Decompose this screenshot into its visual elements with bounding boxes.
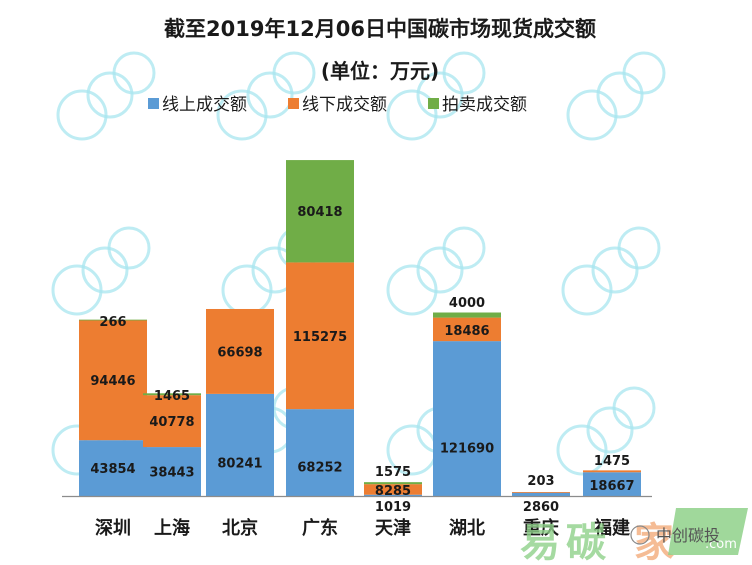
data-labels-layer: 43854 94446 266 38443 40778 1465 80241 66698 682… xyxy=(90,205,634,515)
data-label-online: 121690 xyxy=(440,442,494,457)
category-label: 湖北 xyxy=(449,518,485,539)
data-label-online: 2860 xyxy=(523,500,559,515)
bar-online xyxy=(583,472,641,496)
site-watermark: 易碳家 .com中创碳投 xyxy=(520,508,748,565)
bar-online xyxy=(143,447,201,496)
legend-label-auction: 拍卖成交额 xyxy=(442,95,527,115)
bar-online xyxy=(286,409,354,496)
data-label-auction: 1465 xyxy=(154,389,190,404)
watermark-char: 碳 xyxy=(566,520,607,565)
data-label-online: 1019 xyxy=(375,500,411,515)
legend-swatch-online xyxy=(148,98,159,109)
bar-offline xyxy=(206,308,274,394)
bar-offline xyxy=(433,317,501,342)
legend-item-auction[interactable]: 拍卖成交额 xyxy=(428,95,527,115)
data-label-auction: 266 xyxy=(99,315,126,330)
bar-online xyxy=(512,492,570,496)
bar-offline xyxy=(79,319,147,441)
category-label: 天津 xyxy=(375,517,411,539)
watermark-logo xyxy=(386,51,486,141)
watermark-logo xyxy=(386,226,486,316)
bar-offline xyxy=(286,262,354,410)
bar-auction xyxy=(143,393,201,396)
watermark-logo xyxy=(561,226,661,316)
bar-offline xyxy=(583,470,641,473)
data-label-offline: 8285 xyxy=(375,484,411,499)
data-label-offline: 40778 xyxy=(149,415,194,430)
category-labels-layer: 深圳 上海 北京 广东 天津 湖北 重庆 福建 xyxy=(95,517,630,539)
data-label-offline: 94446 xyxy=(90,374,135,389)
legend: 线上成交额 线下成交额 拍卖成交额 xyxy=(148,95,527,115)
bar-online xyxy=(364,494,422,496)
bar-online xyxy=(433,341,501,496)
category-label: 重庆 xyxy=(523,517,559,539)
data-label-offline: 203 xyxy=(527,474,554,489)
bar-online xyxy=(79,440,147,496)
bar-online xyxy=(206,393,274,496)
data-label-offline: 1475 xyxy=(594,454,630,469)
legend-item-online[interactable]: 线上成交额 xyxy=(148,95,247,115)
legend-swatch-auction xyxy=(428,98,439,109)
legend-swatch-offline xyxy=(288,98,299,109)
legend-item-offline[interactable]: 线下成交额 xyxy=(288,95,387,115)
data-label-online: 38443 xyxy=(149,466,194,481)
watermark-char: 易 xyxy=(520,520,560,565)
category-label: 上海 xyxy=(154,517,190,539)
data-label-offline: 115275 xyxy=(293,330,347,345)
data-label-auction: 1575 xyxy=(375,465,411,480)
category-label: 北京 xyxy=(222,517,258,539)
watermark-logo xyxy=(556,386,656,476)
bars-layer xyxy=(79,160,641,496)
watermark-badge xyxy=(668,508,748,555)
bar-offline xyxy=(512,492,570,493)
chart-subtitle: (单位：万元) xyxy=(321,59,439,83)
watermark-logo xyxy=(216,51,316,141)
data-label-offline: 66698 xyxy=(217,345,262,360)
wechat-icon xyxy=(630,525,650,545)
chart-title: 截至2019年12月06日中国碳市场现货成交额 xyxy=(164,17,596,41)
watermark-logo xyxy=(566,51,666,141)
bar-auction xyxy=(364,482,422,485)
category-label: 福建 xyxy=(593,517,630,539)
category-label: 广东 xyxy=(302,517,338,539)
watermark-logo xyxy=(51,226,151,316)
bar-auction xyxy=(433,312,501,318)
bar-auction xyxy=(79,319,147,321)
data-label-auction: 4000 xyxy=(449,296,485,311)
data-label-online: 80241 xyxy=(217,456,262,471)
legend-label-online: 线上成交额 xyxy=(162,95,247,115)
watermark-suffix: .com xyxy=(705,537,737,552)
data-label-online: 43854 xyxy=(90,462,135,477)
watermark-char: 家 xyxy=(634,520,674,565)
data-label-online: 68252 xyxy=(297,461,342,476)
watermark-brand-text: 中创碳投 xyxy=(656,526,720,545)
category-label: 深圳 xyxy=(95,517,131,539)
data-label-offline: 18486 xyxy=(444,324,489,339)
legend-label-offline: 线下成交额 xyxy=(302,95,387,115)
watermark-logo xyxy=(56,51,156,141)
data-label-auction: 80418 xyxy=(297,205,342,220)
data-label-online: 18667 xyxy=(589,479,634,494)
bar-offline xyxy=(143,395,201,448)
bar-auction xyxy=(286,160,354,263)
bar-offline xyxy=(364,484,422,495)
